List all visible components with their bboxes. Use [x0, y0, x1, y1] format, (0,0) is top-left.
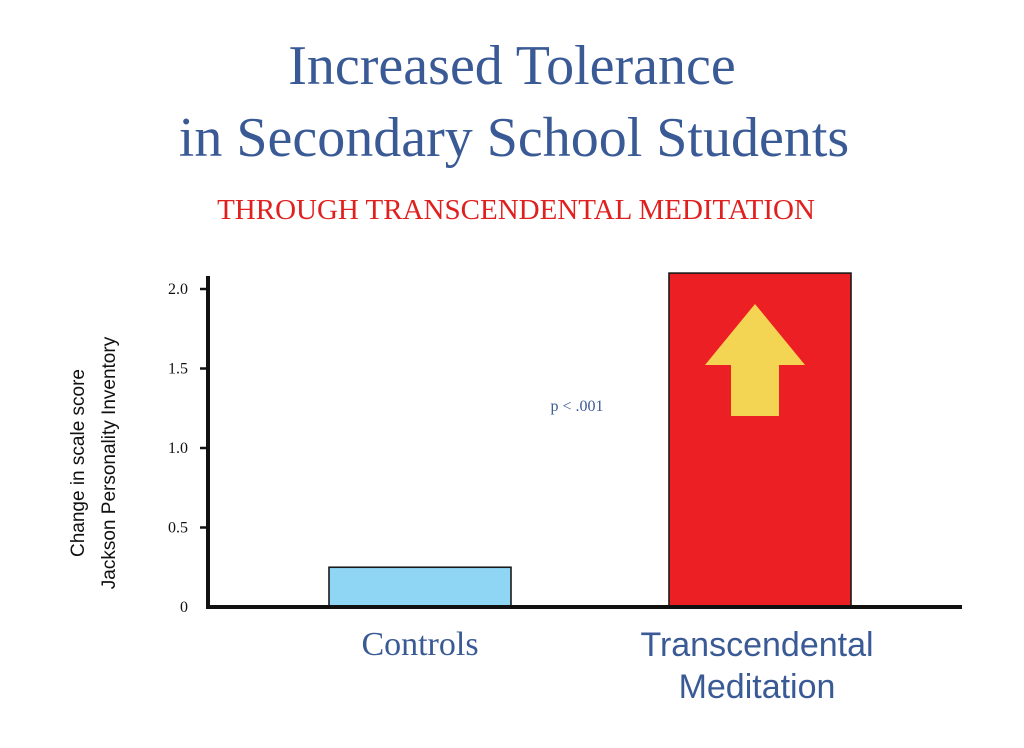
axes	[206, 276, 962, 609]
y-tick-label: 0.5	[168, 520, 188, 537]
y-axis-label-line-2: Jackson Personality Inventory	[99, 336, 120, 589]
y-axis-label-line-1: Change in scale score	[68, 369, 89, 557]
p-value-annotation: p < .001	[550, 398, 603, 415]
y-axis-label: Change in scale score Jackson Personalit…	[68, 336, 120, 589]
category-labels: Controls Transcendental Meditation	[361, 626, 873, 706]
y-tick-label: 0	[180, 599, 188, 616]
category-label-transcendental-meditation: Transcendental	[640, 626, 873, 664]
category-label-controls: Controls	[361, 626, 478, 663]
up-arrow-icon	[705, 304, 805, 416]
y-tick-label: 2.0	[168, 281, 188, 298]
bar-controls	[328, 566, 512, 608]
category-label-transcendental-meditation: Meditation	[679, 668, 836, 706]
y-ticks: 0 0.5 1.0 1.5 2.0	[168, 281, 208, 616]
chart-subtitle: THROUGH TRANSCENDENTAL MEDITATION	[217, 194, 815, 226]
bars	[328, 272, 852, 608]
y-tick-label: 1.0	[168, 440, 188, 457]
y-tick-label: 1.5	[168, 361, 188, 378]
chart-title-line-2: in Secondary School Students	[179, 107, 849, 169]
chart-title-line-1: Increased Tolerance	[288, 35, 735, 97]
